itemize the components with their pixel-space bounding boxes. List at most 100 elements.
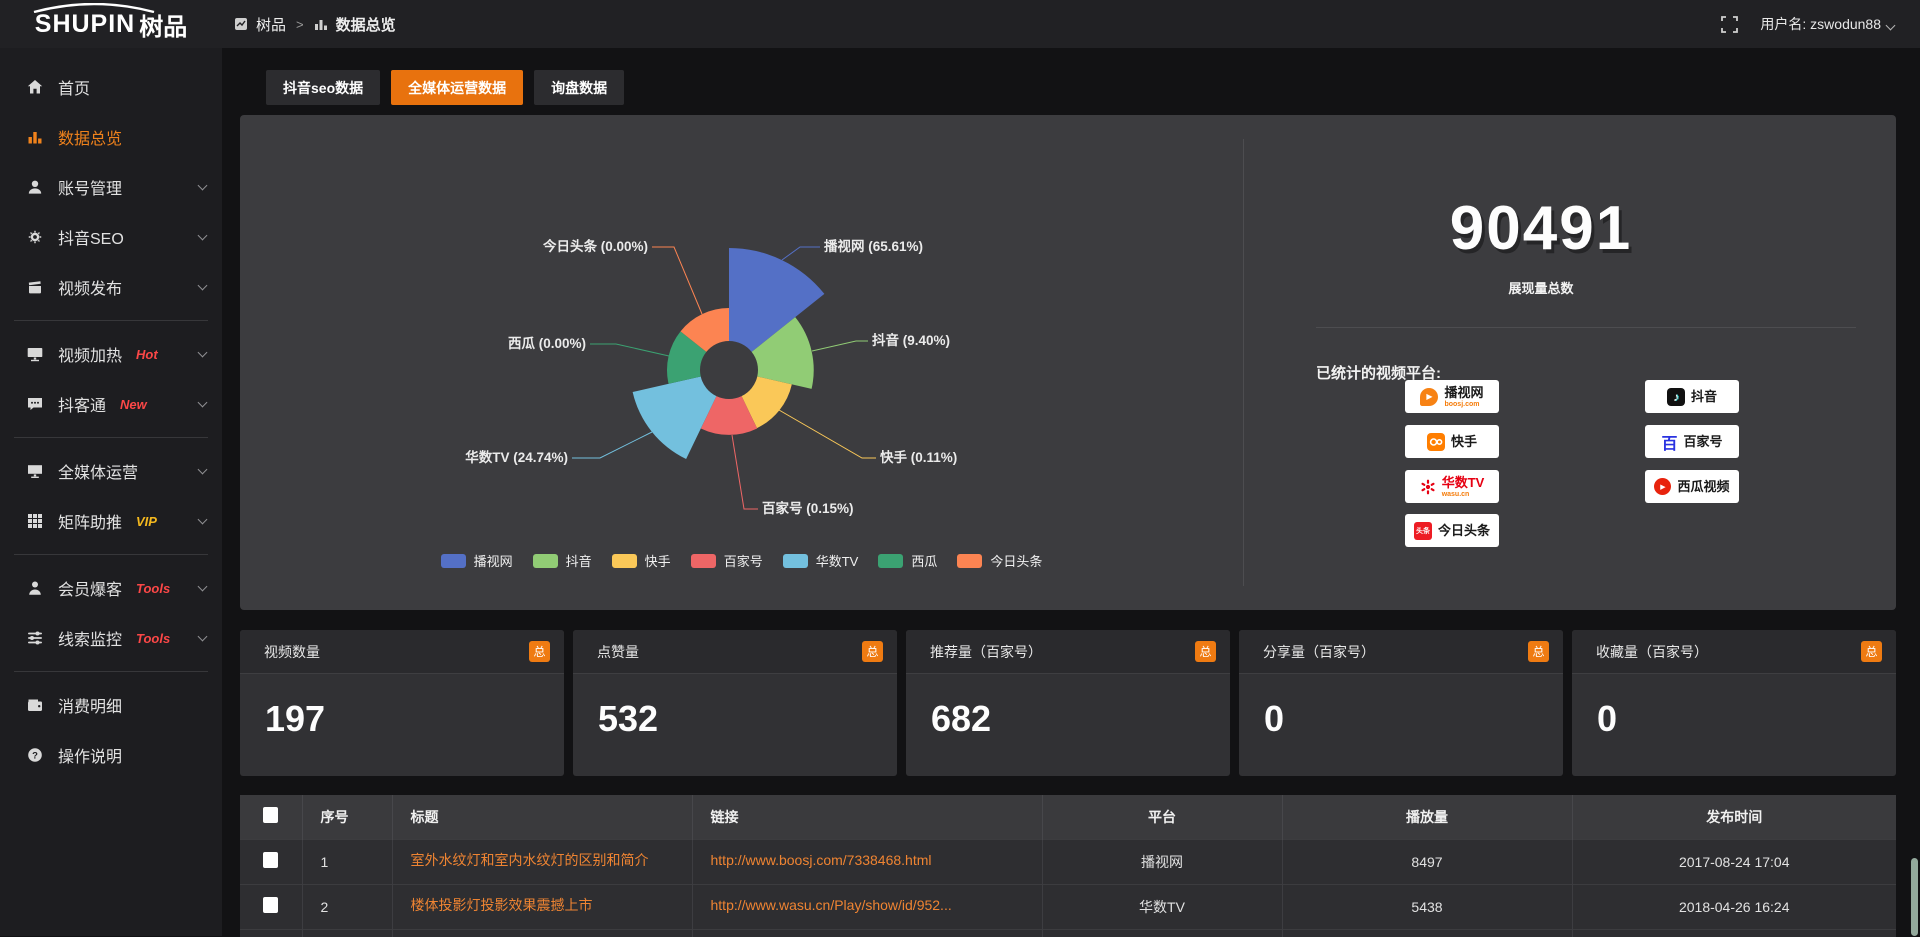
stat-value: 197 <box>265 698 326 739</box>
gear-icon <box>26 228 44 246</box>
svg-text:?: ? <box>32 750 38 761</box>
chart-legend: 播视网 抖音 快手 百家号 华数TV 西瓜 今日头条 <box>240 551 1243 570</box>
tab-omnimedia-data[interactable]: 全媒体运营数据 <box>391 70 524 105</box>
xigua-logo-icon: ▶ <box>1654 478 1672 495</box>
video-url-link[interactable]: http://www.boosj.com/7338468.html <box>710 852 932 868</box>
platform-badge-xigua: ▶ 西瓜视频 <box>1645 470 1739 503</box>
data-tabs: 抖音seo数据 全媒体运营数据 询盘数据 <box>266 70 625 105</box>
chevron-down-icon <box>197 464 208 475</box>
legend-swatch <box>878 553 904 568</box>
breadcrumb-root[interactable]: 树品 <box>256 16 287 34</box>
col-link: 链接 <box>692 795 1043 839</box>
legend-item[interactable]: 百家号 <box>690 551 763 570</box>
sidebar-item-matrix-boost[interactable]: 矩阵助推 VIP <box>0 496 222 546</box>
question-circle-icon: ? <box>26 746 44 764</box>
chevron-down-icon <box>197 397 208 408</box>
sidebar-item-video-heat[interactable]: 视频加热 Hot <box>0 329 222 379</box>
username[interactable]: 用户名: zswodun88 <box>1760 14 1896 34</box>
user-icon <box>26 178 44 196</box>
stat-card-video-count: 视频数量总 197 <box>240 630 564 776</box>
pie-slice-百家号[interactable] <box>700 396 758 435</box>
table-row-partial <box>240 928 1896 937</box>
summary-section: 90491 展现量总数 已统计的视频平台: ▶ 播视网 boosj.com ♪ 抖… <box>1244 115 1896 610</box>
row-checkbox[interactable] <box>263 897 279 913</box>
vip-badge: VIP <box>136 513 157 529</box>
sidebar-item-video-publish[interactable]: 视频发布 <box>0 262 222 312</box>
platforms-title: 已统计的视频平台: <box>1316 365 1441 382</box>
pie-slice-今日头条[interactable] <box>680 308 729 352</box>
sidebar-divider <box>14 437 208 438</box>
sidebar-item-lead-monitor[interactable]: 线索监控 Tools <box>0 613 222 663</box>
table-row: 2 楼体投影灯投影效果震撼上市 http://www.wasu.cn/Play/… <box>240 883 1896 929</box>
wasu-logo-icon <box>1421 479 1435 494</box>
chevron-down-icon <box>197 180 208 191</box>
legend-item[interactable]: 抖音 <box>532 551 592 570</box>
video-url-link[interactable]: http://www.wasu.cn/Play/show/id/952... <box>710 897 952 913</box>
sidebar-item-account[interactable]: 账号管理 <box>0 162 222 212</box>
video-title-link[interactable]: 楼体投影灯投影效果震撼上市 <box>410 897 593 913</box>
legend-item[interactable]: 西瓜 <box>878 551 937 570</box>
slice-label-今日头条: 今日头条 (0.00%) <box>543 238 648 254</box>
pie-slice-抖音[interactable] <box>751 317 814 389</box>
legend-item[interactable]: 今日头条 <box>957 551 1042 570</box>
screen-promo-icon <box>26 345 44 363</box>
pie-slice-华数TV[interactable] <box>632 376 717 460</box>
stat-value: 682 <box>931 698 992 739</box>
chart-panel: 播视网 (65.61%) 抖音 (9.40%) 快手 (0.11%) 百家号 (0.1… <box>240 115 1896 610</box>
legend-item[interactable]: 快手 <box>611 551 671 570</box>
legend-item[interactable]: 华数TV <box>782 551 858 570</box>
hot-badge: Hot <box>136 346 158 362</box>
platform-badge-boosj: ▶ 播视网 boosj.com <box>1405 380 1499 413</box>
tab-douyin-seo-data[interactable]: 抖音seo数据 <box>266 70 381 105</box>
tools-badge: Tools <box>136 630 171 646</box>
col-title: 标题 <box>392 795 693 839</box>
breadcrumb-separator: > <box>296 16 304 32</box>
select-all-checkbox[interactable] <box>263 807 279 824</box>
toutiao-logo-icon: 头条 <box>1413 521 1432 540</box>
topbar: SHUPIN 树品 树品 > 数据总览 用户名: zswodun88 <box>0 0 1920 48</box>
platform-badge-douyin: ♪ 抖音 <box>1645 380 1739 413</box>
label-line-西瓜 <box>590 343 670 357</box>
monitor-icon <box>26 462 44 480</box>
pie-slice-播视网[interactable] <box>729 248 825 352</box>
tab-inquiry-data[interactable]: 询盘数据 <box>534 70 625 105</box>
video-title-link[interactable]: 室外水纹灯和室内水纹灯的区别和简介 <box>410 852 649 868</box>
chevron-down-icon <box>197 581 208 592</box>
breadcrumb-current: 数据总览 <box>335 16 396 34</box>
sidebar-item-home[interactable]: 首页 <box>0 62 222 112</box>
platform-badge-baijiahao: 百 百家号 <box>1645 425 1739 458</box>
total-badge: 总 <box>862 641 883 662</box>
sidebar-item-douyin-seo[interactable]: 抖音SEO <box>0 212 222 262</box>
chevron-down-icon <box>197 280 208 291</box>
legend-item[interactable]: 播视网 <box>440 551 513 570</box>
label-line-播视网 <box>781 246 820 261</box>
chevron-down-icon <box>1885 20 1896 31</box>
pie-slice-西瓜[interactable] <box>667 331 707 384</box>
app-logo: SHUPIN 树品 <box>0 0 222 48</box>
sidebar-item-member-burst[interactable]: 会员爆客 Tools <box>0 563 222 613</box>
bar-chart-icon <box>314 20 327 30</box>
legend-swatch <box>532 553 558 568</box>
logo-suffix: 树品 <box>139 13 188 41</box>
fullscreen-icon[interactable] <box>1721 15 1739 33</box>
sidebar-item-doukettong[interactable]: 抖客通 New <box>0 379 222 429</box>
sidebar-item-spending-detail[interactable]: 消费明细 <box>0 680 222 730</box>
label-line-华数TV <box>572 431 653 459</box>
chat-bubble-icon <box>26 395 44 413</box>
sidebar-item-help[interactable]: ? 操作说明 <box>0 730 222 780</box>
sidebar-item-omnimedia[interactable]: 全媒体运营 <box>0 446 222 496</box>
platform-badge-wasu: 华数TV wasu.cn <box>1405 470 1499 503</box>
platform-badge-kuaishou: 快手 <box>1405 425 1499 458</box>
rose-chart[interactable]: 播视网 (65.61%) 抖音 (9.40%) 快手 (0.11%) 百家号 (0.1… <box>240 115 1243 610</box>
chevron-down-icon <box>197 230 208 241</box>
page-scrollbar-thumb[interactable] <box>1911 858 1918 936</box>
sidebar-item-data-overview[interactable]: 数据总览 <box>0 112 222 162</box>
pie-slice-快手[interactable] <box>741 376 792 429</box>
chevron-down-icon <box>197 514 208 525</box>
total-badge: 总 <box>529 641 550 662</box>
sliders-icon <box>26 629 44 647</box>
total-badge: 总 <box>1195 641 1216 662</box>
slice-label-百家号: 百家号 (0.15%) <box>762 500 854 516</box>
platform-badge-toutiao: 头条 今日头条 <box>1405 514 1499 547</box>
row-checkbox[interactable] <box>263 852 279 868</box>
